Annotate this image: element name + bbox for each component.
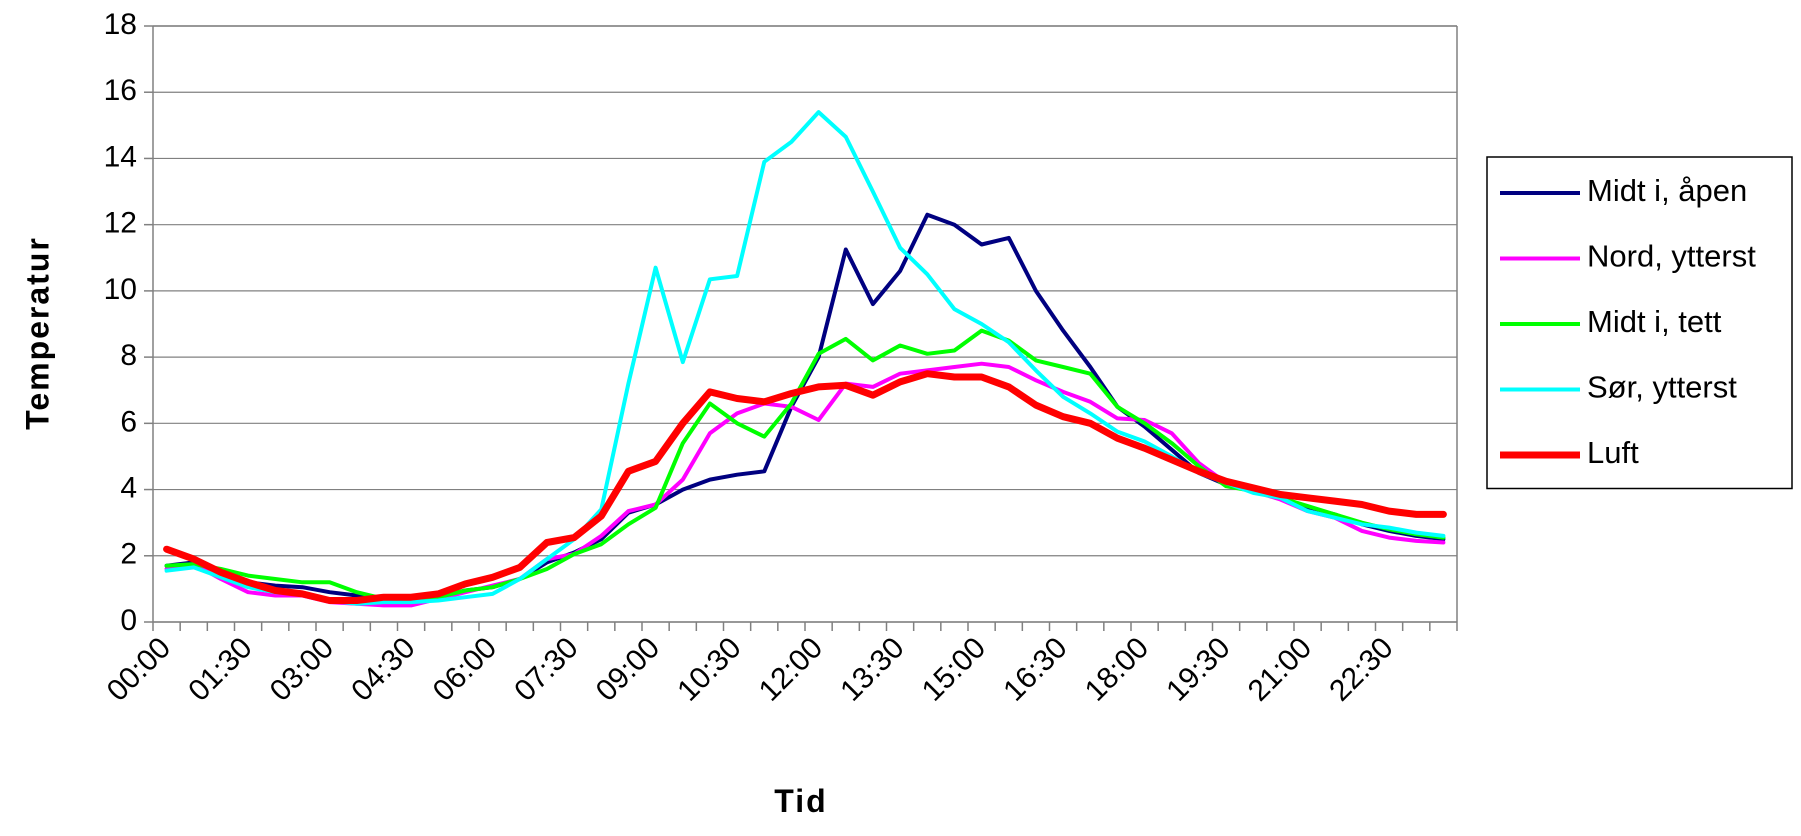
x-tick-label: 04:30: [345, 631, 421, 707]
series-line: [164, 328, 1446, 601]
x-tick-label: 03:00: [264, 631, 340, 707]
x-tick-label: 18:00: [1079, 631, 1155, 707]
x-tick-label: 09:00: [590, 631, 666, 707]
x-tick-label: 07:30: [508, 631, 584, 707]
legend-label: Midt i, tett: [1587, 304, 1722, 339]
legend-label: Nord, ytterst: [1587, 239, 1756, 274]
series-line: [164, 110, 1446, 606]
x-tick-label: 13:30: [834, 631, 910, 707]
y-axis-title: Temperatur: [19, 236, 55, 430]
y-tick-label: 10: [104, 273, 137, 306]
x-tick-label: 19:30: [1160, 631, 1236, 707]
x-axis-title: Tid: [774, 783, 827, 819]
x-tick-label: 16:30: [997, 631, 1073, 707]
series-line: [163, 370, 1447, 604]
y-tick-label: 12: [104, 207, 137, 240]
x-tick-label: 15:00: [916, 631, 992, 707]
x-tick-label: 01:30: [182, 631, 258, 707]
y-tick-label: 14: [104, 140, 137, 173]
x-tick-label: 10:30: [671, 631, 747, 707]
y-tick-label: 8: [120, 339, 137, 372]
legend: Midt i, åpen Nord, ytterst Midt i, tett Sør…: [1486, 156, 1793, 490]
x-tick-label: 06:00: [427, 631, 503, 707]
legend-label: Sør, ytterst: [1587, 370, 1737, 405]
x-tick-label: 12:00: [753, 631, 829, 707]
x-tick-label: 00:00: [101, 631, 177, 707]
y-tick-label: 16: [104, 74, 137, 107]
y-tick-label: 6: [120, 405, 137, 438]
series-line: [164, 212, 1446, 603]
x-tick-label: 22:30: [1323, 631, 1399, 707]
y-tick-label: 4: [120, 471, 137, 504]
x-tick-label: 21:00: [1242, 631, 1318, 707]
y-tick-label: 0: [120, 604, 137, 637]
y-tick-label: 2: [120, 538, 137, 571]
y-tick-label: 18: [104, 8, 137, 41]
legend-label: Midt i, åpen: [1587, 173, 1747, 208]
legend-label: Luft: [1587, 435, 1639, 470]
